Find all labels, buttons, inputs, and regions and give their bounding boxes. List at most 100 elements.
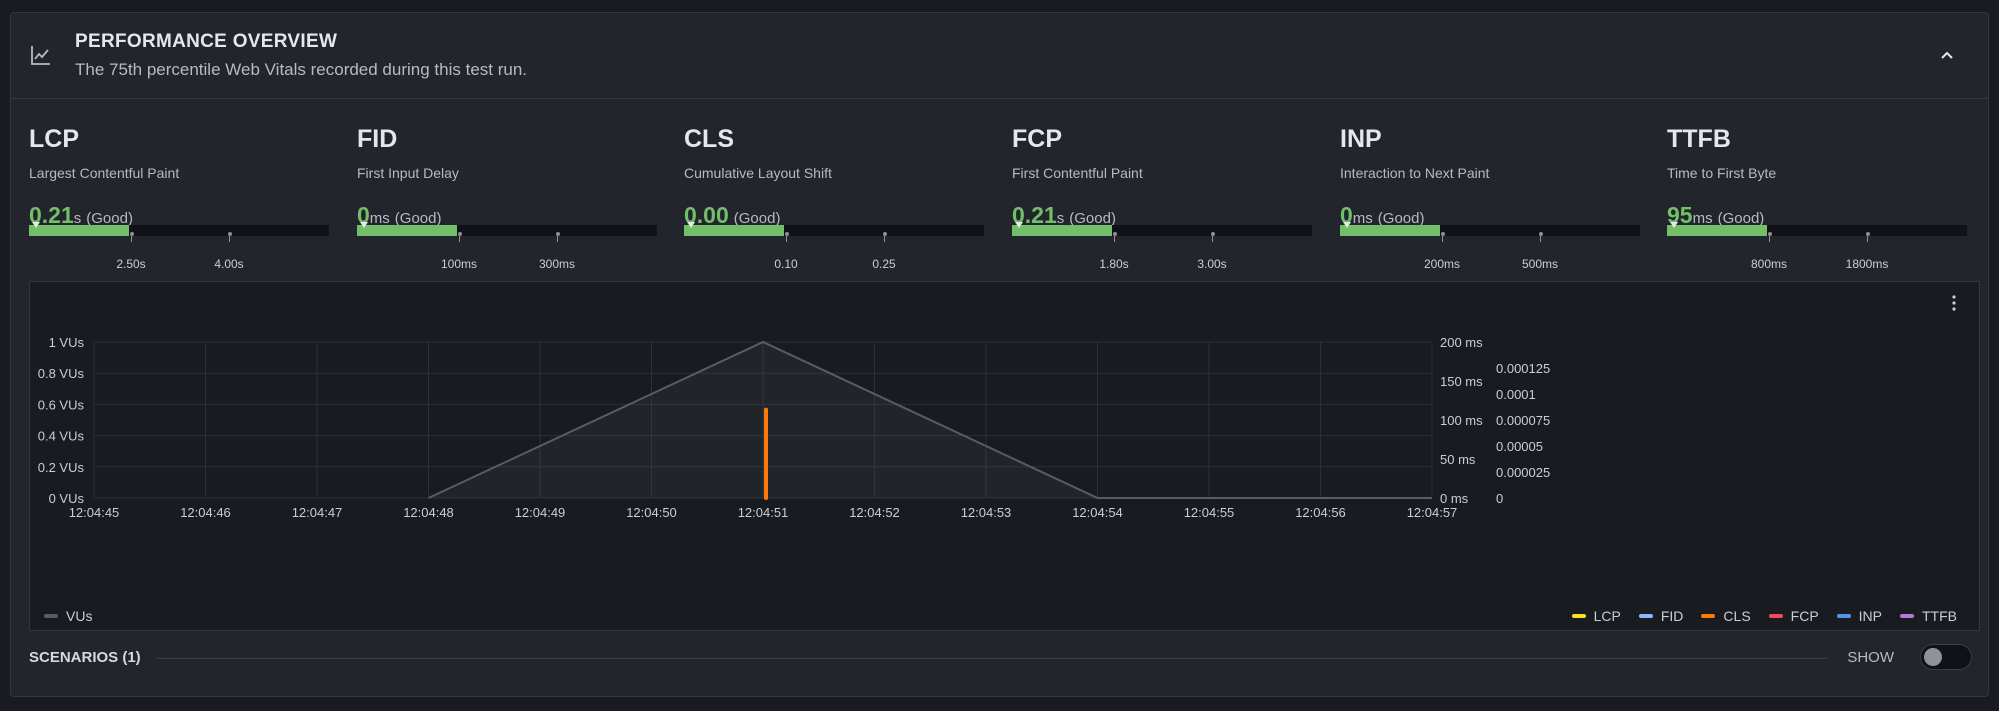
legend-swatch <box>1638 614 1653 618</box>
vital-bar <box>684 222 984 242</box>
vital-unit: ms <box>1692 210 1713 227</box>
legend-item-vus[interactable]: VUs <box>44 608 92 624</box>
page-subtitle: The 75th percentile Web Vitals recorded … <box>75 60 528 79</box>
vital-threshold-label: 4.00s <box>214 257 244 271</box>
x-axis-tick-label: 12:04:52 <box>849 505 900 520</box>
vital-pointer-icon <box>1015 222 1023 228</box>
y-axis-cls-tick-label: 0.000125 <box>1496 361 1550 376</box>
vital-threshold-tick <box>1867 234 1868 242</box>
vital-value: 0ms (Good) <box>357 202 441 229</box>
vital-card-inp: INP Interaction to Next Paint 0ms (Good) <box>1340 125 1640 275</box>
y-axis-cls-tick-label: 0.0001 <box>1496 387 1536 402</box>
vital-status: (Good) <box>733 210 781 227</box>
toggle-knob <box>1924 648 1942 666</box>
vital-threshold-tick <box>1442 234 1443 242</box>
vital-threshold-label: 0.25 <box>872 257 896 271</box>
vital-threshold-label: 1800ms <box>1845 257 1889 271</box>
vital-threshold-dot <box>882 232 887 236</box>
vital-card-fid: FID First Input Delay 0ms (Good) <box>357 125 657 275</box>
performance-overview-panel: PERFORMANCE OVERVIEW The 75th percentile… <box>10 12 1989 697</box>
vital-name: INP <box>1340 125 1382 153</box>
x-axis-tick-label: 12:04:47 <box>292 505 343 520</box>
vital-bar-good-zone <box>1012 225 1112 236</box>
legend-swatch <box>1571 614 1586 618</box>
y-axis-ms-tick-label: 150 ms <box>1440 374 1483 389</box>
legend-swatch <box>1768 614 1783 618</box>
vital-name: CLS <box>684 125 734 153</box>
legend-item-ttfb[interactable]: TTFB <box>1900 608 1957 624</box>
vital-pointer-icon <box>32 222 40 228</box>
x-axis-tick-label: 12:04:53 <box>961 505 1012 520</box>
legend-item-lcp[interactable]: LCP <box>1571 608 1621 624</box>
legend-label: FID <box>1660 608 1684 624</box>
x-axis-tick-label: 12:04:48 <box>403 505 454 520</box>
vital-threshold-tick <box>131 234 132 242</box>
x-axis-tick-label: 12:04:51 <box>738 505 789 520</box>
y-axis-ms-tick-label: 50 ms <box>1440 452 1476 467</box>
timeseries-chart: 0 VUs 0.2 VUs 0.4 VUs 0.6 VUs 0.8 VUs 1 VUs 0 … <box>29 281 1980 631</box>
legend-label: INP <box>1858 608 1882 624</box>
legend-item-fcp[interactable]: FCP <box>1768 608 1819 624</box>
vital-threshold-label: 300ms <box>538 257 576 271</box>
vital-threshold-dot <box>129 232 134 236</box>
legend-item-inp[interactable]: INP <box>1836 608 1882 624</box>
vital-bar <box>1012 222 1312 242</box>
x-axis-tick-label: 12:04:55 <box>1184 505 1235 520</box>
legend-swatch <box>1836 614 1851 618</box>
y-axis-tick-label: 0.4 VUs <box>38 429 85 444</box>
legend-left: VUs <box>44 608 92 624</box>
vital-name: LCP <box>29 125 79 153</box>
y-axis-tick-label: 0 VUs <box>49 491 85 506</box>
vital-status: (Good) <box>1717 210 1765 227</box>
vital-description: Interaction to Next Paint <box>1340 165 1490 181</box>
y-axis-ms-tick-label: 100 ms <box>1440 413 1483 428</box>
legend-label: LCP <box>1593 608 1621 624</box>
vital-threshold-dot <box>784 232 789 236</box>
kebab-menu-icon[interactable] <box>1947 292 1961 314</box>
vital-card-cls: CLS Cumulative Layout Shift 0.00 (Good) <box>684 125 984 275</box>
vital-threshold-label: 3.00s <box>1197 257 1227 271</box>
vital-threshold-tick <box>1540 234 1541 242</box>
vital-description: First Input Delay <box>357 165 459 181</box>
x-axis-tick-label: 12:04:56 <box>1295 505 1346 520</box>
vital-bar-good-zone <box>684 225 784 236</box>
y-axis-ms-tick-label: 200 ms <box>1440 335 1483 350</box>
y-axis-tick-label: 0.6 VUs <box>38 397 85 412</box>
vital-threshold-tick <box>459 234 460 242</box>
vital-threshold-label: 100ms <box>440 257 478 271</box>
chart-plot: 0 VUs 0.2 VUs 0.4 VUs 0.6 VUs 0.8 VUs 1 VUs 0 … <box>38 335 1550 520</box>
chevron-up-icon[interactable] <box>1936 45 1958 67</box>
vital-name: TTFB <box>1667 125 1731 153</box>
vital-bar-good-zone <box>357 225 457 236</box>
x-axis-tick-label: 12:04:45 <box>69 505 120 520</box>
vital-value: 0ms (Good) <box>1340 202 1424 229</box>
vital-bar <box>357 222 657 242</box>
vital-threshold-tick <box>1769 234 1770 242</box>
vital-threshold-tick <box>1114 234 1115 242</box>
vital-description: Time to First Byte <box>1667 165 1777 181</box>
legend-swatch <box>1900 614 1914 618</box>
vital-status: (Good) <box>1069 210 1116 227</box>
y-axis-cls-tick-label: 0.000075 <box>1496 413 1550 428</box>
vital-card-lcp: LCP Largest Contentful Paint 0.21s (Good) <box>29 125 329 275</box>
legend-item-cls[interactable]: CLS <box>1701 608 1751 624</box>
x-axis-tick-label: 12:04:54 <box>1072 505 1123 520</box>
vital-value: 0.21s (Good) <box>1012 202 1116 229</box>
y-axis-ms-tick-label: 0 ms <box>1440 491 1469 506</box>
y-axis-tick-label: 0.8 VUs <box>38 366 85 381</box>
show-scenarios-toggle[interactable] <box>1920 644 1972 670</box>
panel-header: PERFORMANCE OVERVIEW The 75th percentile… <box>11 13 1988 99</box>
legend-item-fid[interactable]: FID <box>1638 608 1684 624</box>
vital-number: 0 <box>357 202 370 228</box>
vital-bar <box>1667 222 1967 242</box>
vital-threshold-label: 1.80s <box>1099 257 1129 271</box>
vital-description: First Contentful Paint <box>1012 165 1143 181</box>
vital-pointer-icon <box>1670 222 1678 228</box>
vital-pointer-icon <box>360 222 368 228</box>
x-axis-tick-label: 12:04:57 <box>1407 505 1458 520</box>
vital-unit: ms <box>369 210 390 227</box>
scenarios-label[interactable]: SCENARIOS (1) <box>29 649 141 666</box>
vital-card-ttfb: TTFB Time to First Byte 95ms (Good) <box>1667 125 1967 275</box>
vital-unit: s <box>73 210 82 227</box>
y-axis-cls-tick-label: 0.000025 <box>1496 465 1550 480</box>
